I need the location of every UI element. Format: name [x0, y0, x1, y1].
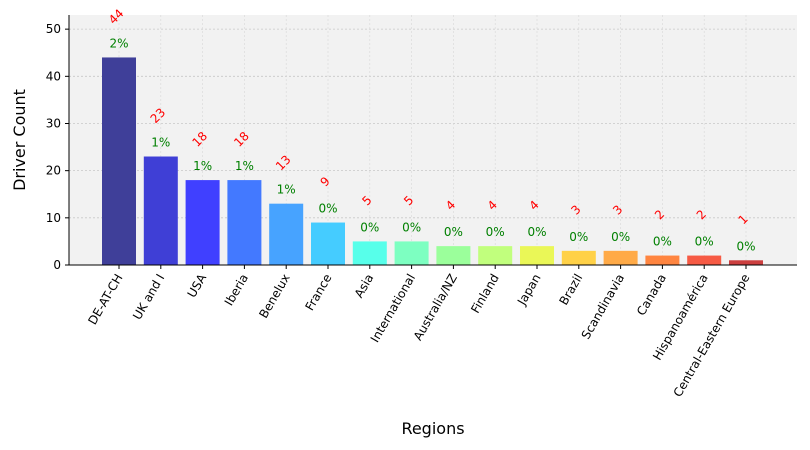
percent-label: 0%	[402, 220, 421, 234]
percent-label: 2%	[109, 36, 128, 50]
percent-label: 0%	[653, 235, 672, 249]
bar	[645, 255, 680, 265]
x-ticks: DE-AT-CH UK and I USA Iberia Benelux France As…	[85, 265, 753, 400]
x-tick-label: UK and I	[130, 272, 167, 323]
bar	[478, 246, 513, 265]
x-tick-label: Asia	[352, 272, 377, 301]
percent-label: 0%	[611, 230, 630, 244]
bar	[227, 180, 262, 265]
percent-label: 0%	[695, 235, 714, 249]
x-tick-label: Central-Eastern Europe	[671, 272, 753, 400]
x-tick-label: Scandinavia	[579, 272, 628, 342]
y-tick-label: 20	[46, 164, 61, 178]
x-tick-label: Finland	[468, 272, 502, 316]
percent-label: 1%	[277, 183, 296, 197]
bar	[687, 255, 722, 265]
bar	[394, 241, 429, 265]
percent-label: 0%	[736, 239, 755, 253]
y-tick-label: 0	[53, 258, 61, 272]
y-tick-label: 40	[46, 69, 61, 83]
percent-label: 0%	[527, 225, 546, 239]
bars	[102, 57, 763, 265]
bar	[352, 241, 387, 265]
percent-label: 1%	[151, 136, 170, 150]
y-tick-label: 30	[46, 116, 61, 130]
bar	[603, 250, 638, 265]
x-tick-label: Iberia	[222, 272, 251, 309]
bar	[729, 260, 763, 265]
bar	[520, 246, 554, 265]
x-tick-label: DE-AT-CH	[85, 272, 125, 328]
bar	[436, 246, 471, 265]
x-tick-label: Japan	[514, 272, 543, 309]
percent-label: 1%	[235, 159, 254, 173]
y-tick-label: 50	[46, 22, 61, 36]
bar	[143, 156, 178, 265]
bar	[269, 203, 304, 265]
percent-label: 0%	[318, 202, 337, 216]
percent-label: 0%	[444, 225, 463, 239]
x-tick-label: Brazil	[557, 272, 586, 308]
x-tick-label: Canada	[634, 272, 669, 319]
x-tick-label: Australia/NZ	[411, 272, 460, 343]
bar	[102, 57, 136, 265]
bar	[185, 180, 220, 265]
y-ticks: 0 10 20 30 40 50	[46, 22, 69, 272]
x-tick-label: France	[303, 272, 335, 314]
bar	[561, 250, 596, 265]
percent-label: 1%	[193, 159, 212, 173]
percent-label: 0%	[569, 230, 588, 244]
bar-labels: 2%441%231%181%181%130%90%50%50%40%40%40%…	[106, 6, 756, 253]
x-axis-title: Regions	[401, 419, 464, 438]
percent-label: 0%	[360, 220, 379, 234]
axes	[68, 15, 797, 266]
percent-label: 0%	[486, 225, 505, 239]
x-tick-label: Benelux	[256, 272, 292, 321]
x-tick-label: International	[368, 272, 418, 345]
x-tick-label: USA	[185, 271, 210, 300]
y-axis-title: Driver Count	[10, 89, 29, 191]
bar	[311, 222, 345, 265]
plot-background	[69, 15, 797, 265]
y-tick-label: 10	[46, 211, 61, 225]
